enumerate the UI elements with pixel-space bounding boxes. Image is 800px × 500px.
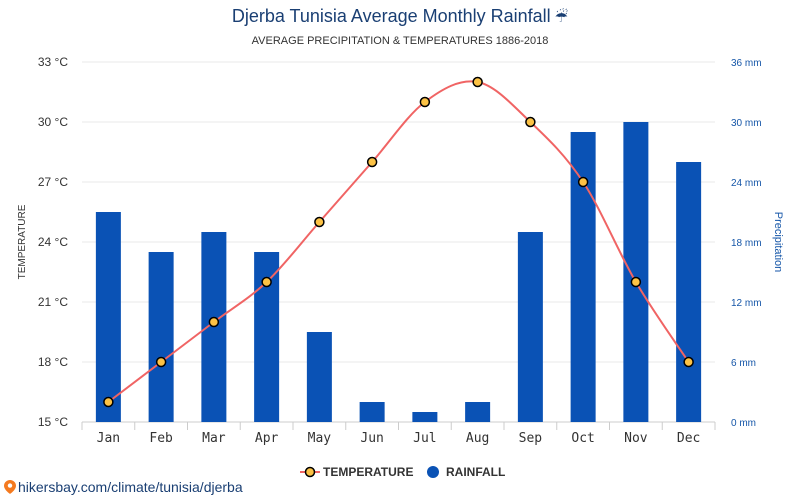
temperature-point bbox=[314, 216, 325, 228]
y-tick-label-left: 30 °C bbox=[38, 115, 68, 129]
y-tick-label-right: 6 mm bbox=[731, 358, 756, 369]
y-tick-label-left: 27 °C bbox=[38, 175, 68, 189]
temperature-point bbox=[525, 116, 536, 128]
x-tick-label: Mar bbox=[202, 431, 226, 446]
temperature-point bbox=[419, 96, 431, 108]
footer-link[interactable]: hikersbay.com/climate/tunisia/djerba bbox=[4, 479, 243, 495]
y-axis-title-left: TEMPERATURE bbox=[17, 204, 28, 279]
rainfall-bar bbox=[465, 402, 491, 422]
rainfall-bar bbox=[148, 252, 174, 422]
rainfall-bar bbox=[95, 212, 121, 422]
chart-subtitle: AVERAGE PRECIPITATION & TEMPERATURES 188… bbox=[251, 35, 549, 47]
rainfall-bar bbox=[676, 162, 702, 422]
x-tick-label: Jun bbox=[360, 431, 383, 446]
x-tick-label: Nov bbox=[624, 431, 648, 446]
footer-text: hikersbay.com/climate/tunisia/djerba bbox=[18, 479, 243, 495]
legend-temperature-marker bbox=[304, 466, 316, 478]
chart-title: Djerba Tunisia Average Monthly Rainfall ☔ bbox=[0, 6, 800, 27]
x-tick-label: Apr bbox=[255, 431, 279, 446]
y-tick-label-left: 15 °C bbox=[38, 415, 68, 429]
x-tick-label: Jul bbox=[413, 431, 436, 446]
y-tick-label-right: 24 mm bbox=[731, 178, 762, 189]
temperature-point bbox=[366, 156, 378, 168]
map-pin-icon bbox=[4, 480, 16, 494]
temperature-point bbox=[630, 276, 642, 288]
y-axis-title-right: Precipitation bbox=[772, 212, 784, 273]
y-tick-label-left: 21 °C bbox=[38, 295, 68, 309]
rainfall-bar bbox=[623, 122, 649, 422]
temperature-point bbox=[683, 356, 694, 368]
temperature-point bbox=[103, 396, 114, 408]
legend-rainfall-marker bbox=[427, 466, 439, 478]
y-tick-label-left: 33 °C bbox=[38, 55, 68, 69]
y-tick-label-right: 18 mm bbox=[731, 238, 762, 249]
x-tick-label: Feb bbox=[149, 431, 173, 446]
temperature-point bbox=[577, 176, 589, 188]
y-tick-label-right: 30 mm bbox=[731, 118, 762, 129]
rainfall-bar bbox=[570, 132, 596, 422]
y-tick-label-right: 0 mm bbox=[731, 418, 756, 429]
rainfall-bar bbox=[306, 332, 332, 422]
y-tick-label-right: 36 mm bbox=[731, 58, 762, 69]
temperature-point bbox=[155, 356, 167, 368]
x-tick-label: Jan bbox=[97, 431, 120, 446]
temperature-point bbox=[208, 316, 220, 328]
x-tick-label: May bbox=[308, 431, 332, 446]
y-tick-label-right: 12 mm bbox=[731, 298, 762, 309]
rainfall-bar bbox=[412, 412, 438, 422]
umbrella-rain-icon: ☔ bbox=[554, 9, 569, 26]
chart-title-text: Djerba Tunisia Average Monthly Rainfall bbox=[231, 6, 551, 26]
y-tick-label-left: 18 °C bbox=[38, 355, 68, 369]
temperature-point bbox=[472, 76, 483, 88]
x-tick-label: Aug bbox=[466, 431, 489, 446]
legend-rainfall-label: RAINFALL bbox=[446, 465, 505, 479]
rainfall-bar bbox=[359, 402, 385, 422]
legend-temperature-label: TEMPERATURE bbox=[323, 465, 413, 479]
rainfall-bar bbox=[517, 232, 543, 422]
temperature-point bbox=[261, 276, 272, 288]
x-tick-label: Dec bbox=[677, 431, 700, 446]
y-tick-label-left: 24 °C bbox=[38, 235, 68, 249]
x-tick-label: Oct bbox=[571, 431, 594, 446]
x-tick-label: Sep bbox=[519, 431, 543, 446]
